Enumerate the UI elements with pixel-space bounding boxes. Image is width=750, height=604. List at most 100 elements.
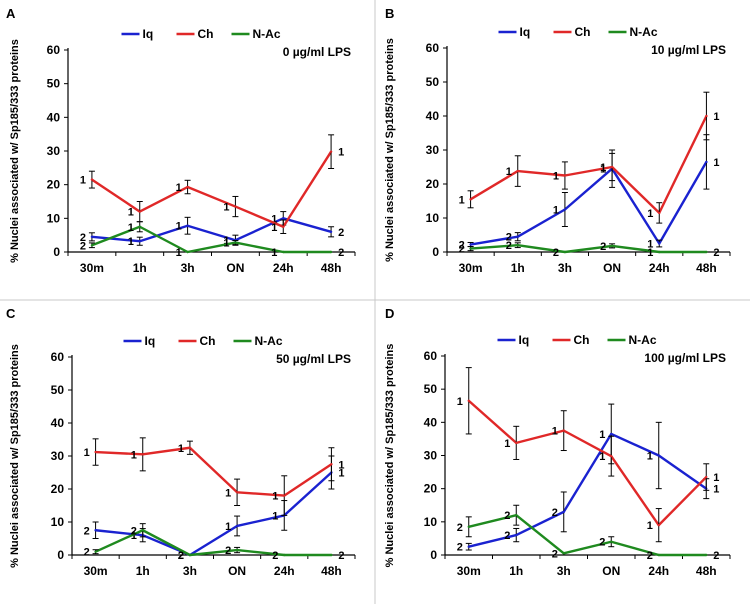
panel-a: A 0 10 20 30 40 50 60 30m 1h 3h ON 24h 48h % Nuclei as… <box>6 6 356 275</box>
significance-label: 1 <box>600 162 606 174</box>
data-point <box>186 224 189 227</box>
significance-label: 2 <box>225 545 231 557</box>
series-line <box>95 446 333 497</box>
x-tick-label: ON <box>602 564 620 578</box>
legend-label: N-Ac <box>630 25 658 39</box>
x-tick-label: 48h <box>321 261 342 275</box>
y-axis-title: % Nuclei associated w/ Sp185/333 protein… <box>384 344 396 568</box>
y-tick-label: 20 <box>51 482 65 496</box>
x-tick-label: ON <box>226 261 244 275</box>
x-tick-label: 24h <box>273 261 294 275</box>
significance-label: 2 <box>600 241 606 253</box>
data-point <box>610 165 614 169</box>
x-tick-label: ON <box>603 261 621 275</box>
significance-label: 2 <box>457 522 463 534</box>
y-axis-title: % Nuclei associated w/ Sp185/333 protein… <box>384 38 396 262</box>
y-tick-label: 60 <box>426 41 440 55</box>
significance-label: 1 <box>176 182 182 194</box>
data-point <box>469 243 472 246</box>
significance-label: 1 <box>647 247 653 259</box>
x-tick-label: 30m <box>459 261 483 275</box>
significance-label: 1 <box>599 451 605 463</box>
legend-label: Iq <box>145 334 156 348</box>
series-line <box>91 217 332 243</box>
data-point <box>563 174 567 177</box>
data-point <box>234 205 237 208</box>
x-tick-label: ON <box>228 564 246 578</box>
data-point <box>705 114 708 118</box>
significance-label: 1 <box>647 239 653 251</box>
x-tick-label: 3h <box>558 261 572 275</box>
significance-label: 2 <box>459 244 465 256</box>
series-line <box>469 115 708 215</box>
x-tick-label: 48h <box>696 261 717 275</box>
data-point <box>141 529 144 532</box>
significance-label: 2 <box>178 550 184 562</box>
series-n-ac: 2 2 2 2 2 2 <box>457 504 719 562</box>
data-point <box>467 525 470 529</box>
data-point <box>186 185 189 189</box>
significance-label: 1 <box>713 472 719 484</box>
x-tick-label: 3h <box>181 261 195 275</box>
panel-title: 10 µg/ml LPS <box>651 43 726 57</box>
significance-label: 2 <box>459 240 465 252</box>
y-tick-label: 40 <box>424 415 438 429</box>
significance-label: 1 <box>552 426 558 438</box>
significance-label: 1 <box>223 202 229 214</box>
significance-label: 2 <box>338 227 344 239</box>
x-tick-label: 1h <box>509 564 523 578</box>
panel-title: 100 µg/ml LPS <box>644 351 726 365</box>
x-tick-label: 1h <box>133 261 147 275</box>
data-point <box>330 463 333 466</box>
significance-label: 2 <box>647 550 653 562</box>
data-point <box>515 441 518 445</box>
y-tick-label: 40 <box>426 109 440 123</box>
data-point <box>610 432 613 436</box>
x-tick-label: 48h <box>321 564 342 578</box>
data-point <box>283 553 286 557</box>
data-point <box>90 244 94 247</box>
y-tick-label: 50 <box>426 75 440 89</box>
data-point <box>563 250 567 254</box>
data-point <box>469 198 472 201</box>
significance-label: 2 <box>553 247 559 259</box>
data-point <box>330 553 333 557</box>
series-line <box>467 399 708 527</box>
significance-label: 2 <box>80 232 86 244</box>
significance-label: 2 <box>131 525 137 537</box>
y-tick-label: 20 <box>426 177 440 191</box>
x-tick-label: 3h <box>183 564 197 578</box>
significance-label: 1 <box>128 222 134 234</box>
legend-label: Ch <box>198 27 214 41</box>
x-tick-label: 48h <box>696 564 717 578</box>
y-tick-label: 40 <box>51 416 65 430</box>
y-tick-label: 40 <box>47 110 61 124</box>
significance-label: 2 <box>552 548 558 560</box>
data-point <box>705 160 708 164</box>
significance-label: 1 <box>553 205 559 217</box>
panel-b: B 0 10 20 30 40 50 60 30m 1h 3h ON 24h 48h % Nuclei as… <box>384 6 731 275</box>
legend-label: Ch <box>200 334 216 348</box>
data-point <box>138 240 141 243</box>
data-point <box>282 217 285 220</box>
significance-label: 1 <box>80 175 86 187</box>
series-line <box>468 514 707 557</box>
legend-label: N-Ac <box>253 27 281 41</box>
data-point <box>138 210 141 213</box>
significance-label: 1 <box>178 443 184 455</box>
significance-label: 2 <box>504 530 510 542</box>
panel-label: A <box>6 6 16 21</box>
significance-label: 1 <box>647 520 653 532</box>
legend-label: Iq <box>143 27 154 41</box>
significance-label: 1 <box>225 521 231 533</box>
data-point <box>469 247 472 250</box>
data-point <box>562 510 565 514</box>
y-tick-label: 30 <box>426 143 440 157</box>
data-point <box>658 242 661 245</box>
y-tick-label: 50 <box>47 77 61 91</box>
data-point <box>138 225 141 228</box>
y-tick-label: 0 <box>53 245 60 259</box>
significance-label: 2 <box>599 537 605 549</box>
